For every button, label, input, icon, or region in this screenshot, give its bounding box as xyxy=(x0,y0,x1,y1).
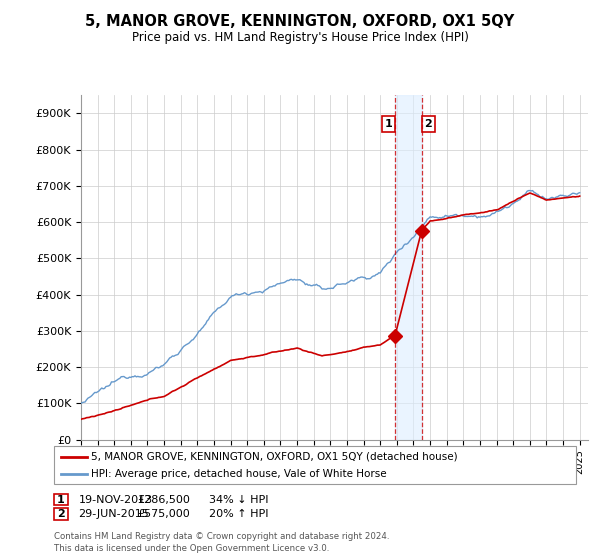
Text: 1: 1 xyxy=(385,119,392,129)
Text: 5, MANOR GROVE, KENNINGTON, OXFORD, OX1 5QY: 5, MANOR GROVE, KENNINGTON, OXFORD, OX1 … xyxy=(85,14,515,29)
Text: 29-JUN-2015: 29-JUN-2015 xyxy=(79,509,149,519)
Text: 2: 2 xyxy=(424,119,432,129)
Text: £575,000: £575,000 xyxy=(137,509,190,519)
Text: Price paid vs. HM Land Registry's House Price Index (HPI): Price paid vs. HM Land Registry's House … xyxy=(131,31,469,44)
Text: £286,500: £286,500 xyxy=(137,494,190,505)
Text: 2: 2 xyxy=(57,509,65,519)
Text: 1: 1 xyxy=(57,494,65,505)
Text: Contains HM Land Registry data © Crown copyright and database right 2024.
This d: Contains HM Land Registry data © Crown c… xyxy=(54,533,389,553)
Bar xyxy=(395,95,422,440)
Text: 34% ↓ HPI: 34% ↓ HPI xyxy=(209,494,268,505)
Text: HPI: Average price, detached house, Vale of White Horse: HPI: Average price, detached house, Vale… xyxy=(91,469,387,479)
Text: 5, MANOR GROVE, KENNINGTON, OXFORD, OX1 5QY (detached house): 5, MANOR GROVE, KENNINGTON, OXFORD, OX1 … xyxy=(91,452,458,462)
Text: 20% ↑ HPI: 20% ↑ HPI xyxy=(209,509,268,519)
Text: 19-NOV-2013: 19-NOV-2013 xyxy=(79,494,153,505)
